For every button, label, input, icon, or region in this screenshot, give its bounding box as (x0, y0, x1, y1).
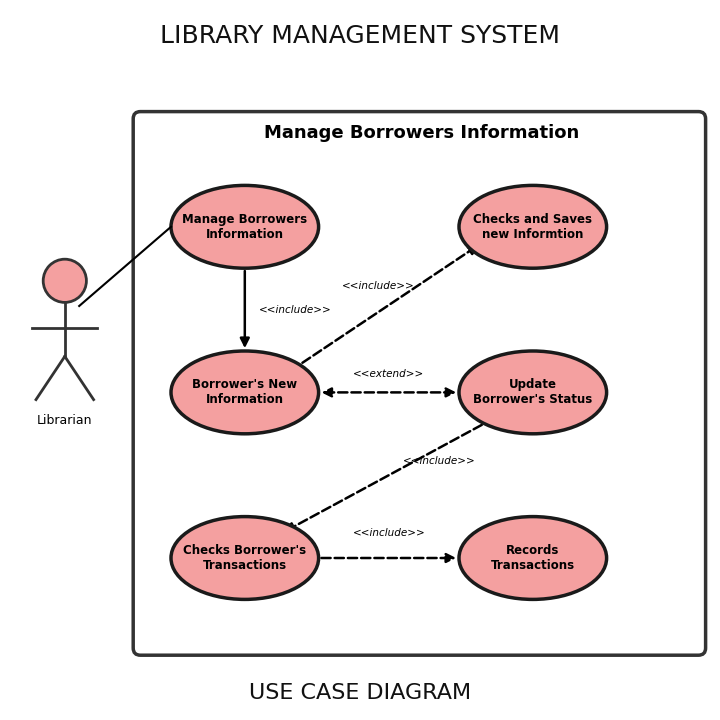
Text: Borrower's New
Information: Borrower's New Information (192, 379, 297, 406)
Ellipse shape (459, 517, 606, 599)
Text: LIBRARY MANAGEMENT SYSTEM: LIBRARY MANAGEMENT SYSTEM (160, 24, 560, 48)
Text: Checks and Saves
new Informtion: Checks and Saves new Informtion (473, 213, 593, 240)
Ellipse shape (171, 517, 319, 599)
Text: <<include>>: <<include>> (341, 281, 414, 291)
Ellipse shape (171, 185, 319, 269)
Text: Manage Borrowers Information: Manage Borrowers Information (264, 125, 579, 143)
Text: Update
Borrower's Status: Update Borrower's Status (473, 379, 593, 406)
Text: Checks Borrower's
Transactions: Checks Borrower's Transactions (183, 544, 307, 572)
FancyBboxPatch shape (133, 112, 706, 655)
Text: <<include>>: <<include>> (352, 528, 426, 538)
Ellipse shape (459, 351, 606, 433)
Ellipse shape (459, 185, 606, 269)
Text: Records
Transactions: Records Transactions (491, 544, 575, 572)
Text: <<extend>>: <<extend>> (354, 369, 424, 379)
Ellipse shape (171, 351, 319, 433)
Text: USE CASE DIAGRAM: USE CASE DIAGRAM (249, 683, 471, 703)
Text: Manage Borrowers
Information: Manage Borrowers Information (182, 213, 307, 240)
Text: Librarian: Librarian (37, 414, 93, 427)
Text: <<include>>: <<include>> (259, 305, 332, 315)
Text: <<include>>: <<include>> (402, 456, 476, 466)
Circle shape (43, 259, 86, 302)
